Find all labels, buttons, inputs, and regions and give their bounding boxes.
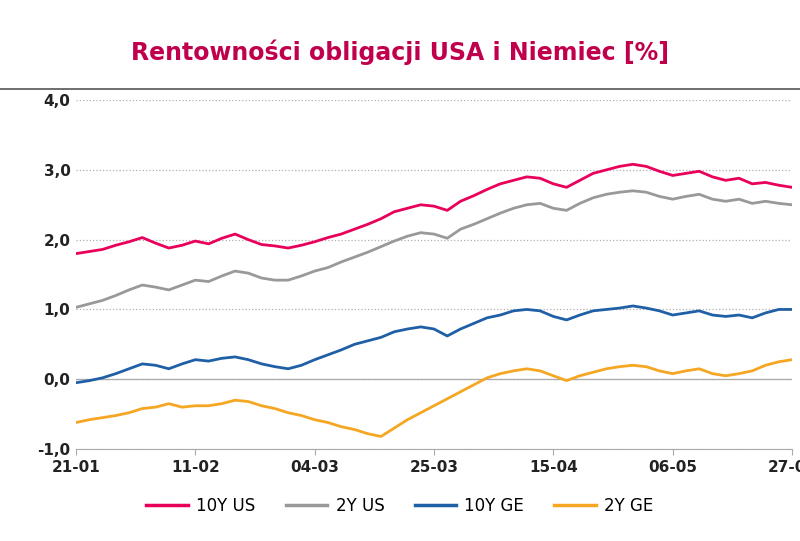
Text: Rentowności obligacji USA i Niemiec [%]: Rentowności obligacji USA i Niemiec [%] [131, 39, 669, 64]
Legend: 10Y US, 2Y US, 10Y GE, 2Y GE: 10Y US, 2Y US, 10Y GE, 2Y GE [146, 497, 654, 515]
